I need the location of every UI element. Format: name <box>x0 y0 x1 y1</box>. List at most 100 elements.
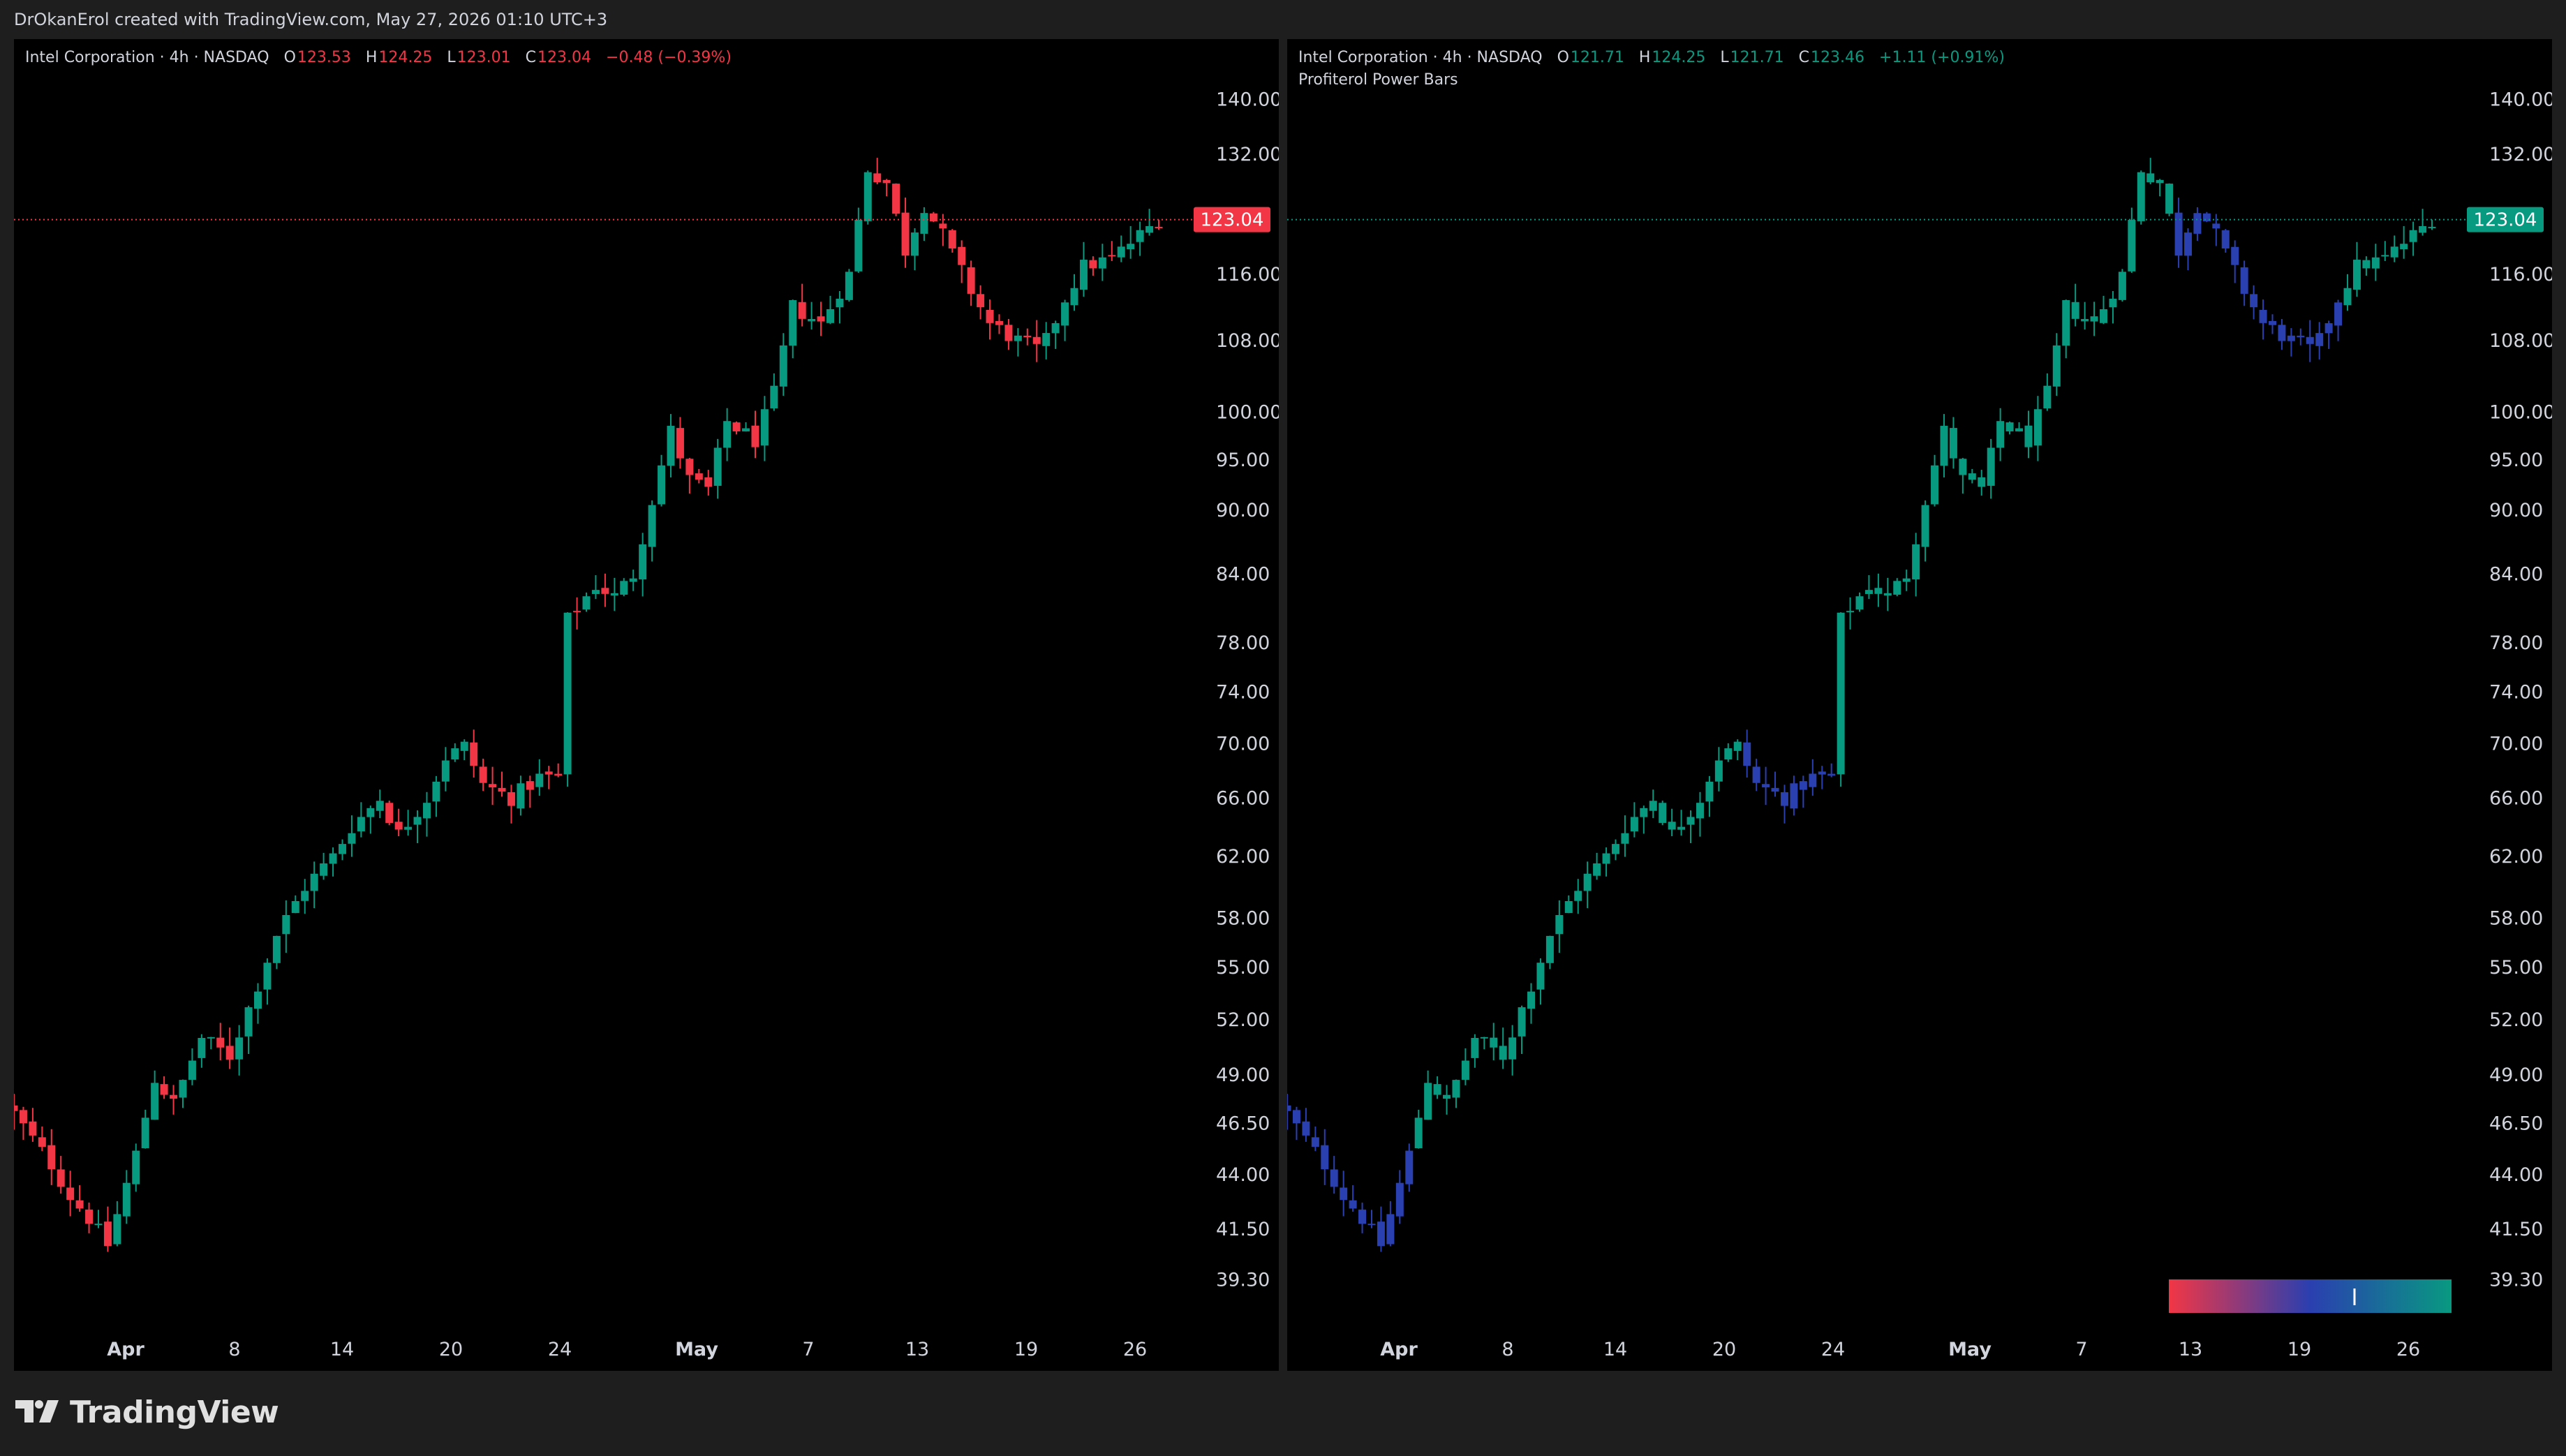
candle-body <box>198 1038 206 1058</box>
candle-body <box>648 505 656 547</box>
y-axis-tick: 90.00 <box>2489 500 2543 521</box>
y-axis-tick: 95.00 <box>2489 450 2543 471</box>
candle-body <box>282 914 290 935</box>
candle-body <box>320 863 328 876</box>
candle-body <box>94 1224 103 1226</box>
candle-body <box>1527 991 1536 1009</box>
candle-body <box>1949 428 1957 459</box>
candle-body <box>2156 179 2164 184</box>
chart-panel-left[interactable]: 123.04 140.00 132.00 116.00 108.00 100.00 95.0… <box>14 39 1279 1371</box>
candle-body <box>1311 1137 1319 1147</box>
candle-body <box>432 781 440 802</box>
candle-body <box>1051 322 1060 334</box>
candle-body <box>254 991 262 1009</box>
candle-body <box>2221 230 2230 248</box>
candle-body <box>329 853 337 864</box>
candle-body <box>507 792 515 806</box>
candle-body <box>901 212 910 256</box>
x-axis-tick: 24 <box>548 1339 572 1360</box>
candle-body <box>151 1083 159 1120</box>
change-value: −0.48 (−0.39%) <box>606 49 732 66</box>
y-axis-tick: 84.00 <box>1216 564 1270 586</box>
candle-body <box>244 1007 253 1037</box>
low-key: L <box>1720 49 1729 66</box>
candle-body <box>272 935 281 963</box>
x-axis-tick: 19 <box>2287 1339 2311 1360</box>
candle-body <box>170 1094 178 1099</box>
candle-body <box>451 748 459 760</box>
candle-body <box>47 1145 56 1170</box>
x-axis-tick: 8 <box>228 1339 240 1360</box>
candle-body <box>779 345 787 387</box>
candle-body <box>667 426 675 466</box>
chart-panel-right[interactable]: 123.04 140.00 132.00 116.00 108.00 100.00 95.0… <box>1287 39 2552 1371</box>
x-axis-tick: 24 <box>1821 1339 1845 1360</box>
candle-body <box>1555 914 1564 935</box>
candle-body <box>1893 581 1901 595</box>
candlestick-plot-left[interactable]: 123.04 140.00 132.00 116.00 108.00 100.00 95.0… <box>14 39 1279 1371</box>
candle-body <box>1921 505 1929 547</box>
candle-body <box>441 760 450 782</box>
candle-body <box>582 596 591 610</box>
power-bars-plot-right[interactable]: 123.04 140.00 132.00 116.00 108.00 100.00 95.0… <box>1287 39 2552 1371</box>
candle-body <box>1377 1221 1385 1247</box>
candle-body <box>517 783 525 809</box>
last-price-label: 123.04 <box>2474 210 2537 231</box>
candle-body <box>1978 477 1986 487</box>
y-axis-tick: 52.00 <box>2489 1009 2543 1031</box>
y-axis-tick: 62.00 <box>2489 846 2543 868</box>
candle-body <box>2371 257 2380 269</box>
y-axis-tick: 108.00 <box>2489 330 2552 352</box>
candle-body <box>1621 833 1629 844</box>
x-axis-tick: Apr <box>107 1339 144 1360</box>
candle-body <box>1640 808 1648 817</box>
candle-body <box>1518 1007 1526 1037</box>
y-axis-tick: 49.00 <box>2489 1064 2543 1086</box>
candle-body <box>1414 1117 1423 1149</box>
candle-body <box>554 773 563 776</box>
candle-body <box>2306 336 2314 344</box>
candle-body <box>798 302 806 319</box>
open-key: O <box>283 49 296 66</box>
candle-body <box>639 544 647 580</box>
candle-body <box>704 477 713 487</box>
y-axis-tick: 100.00 <box>1216 402 1279 424</box>
candle-body <box>958 246 966 265</box>
candle-body <box>1490 1037 1498 1048</box>
candle-body <box>1145 225 1154 233</box>
candle-body <box>1940 426 1948 466</box>
x-axis-tick: 7 <box>802 1339 814 1360</box>
candle-body <box>1127 244 1135 250</box>
candle-body <box>2081 319 2089 322</box>
candle-body <box>1593 863 1601 876</box>
close-value: 123.04 <box>537 49 592 66</box>
y-axis-tick: 78.00 <box>1216 632 1270 654</box>
candle-body <box>1574 891 1582 901</box>
candle-body <box>2071 302 2079 319</box>
candle-body <box>1837 612 1845 775</box>
candle-body <box>113 1214 121 1245</box>
candle-body <box>658 465 666 505</box>
candle-body <box>1780 792 1788 806</box>
symbol-label: Intel Corporation · 4h · NASDAQ <box>1298 49 1543 66</box>
candle-body <box>929 213 937 222</box>
candle-body <box>301 891 309 901</box>
candle-body <box>1117 246 1125 258</box>
candle-body <box>2183 232 2192 256</box>
y-axis-tick: 41.50 <box>1216 1219 1270 1240</box>
candle-body <box>338 844 346 854</box>
candle-body <box>1061 302 1069 326</box>
x-axis-tick: 13 <box>2179 1339 2202 1360</box>
candle-body <box>713 447 722 486</box>
candle-body <box>2109 298 2117 308</box>
y-axis-tick: 108.00 <box>1216 330 1279 352</box>
candle-body <box>2334 302 2343 326</box>
close-key: C <box>1798 49 1810 66</box>
y-axis-tick: 52.00 <box>1216 1009 1270 1031</box>
candle-body <box>1136 230 1144 242</box>
candle-body <box>235 1037 244 1060</box>
candle-body <box>1996 421 2005 448</box>
candle-body <box>2052 345 2061 387</box>
candle-body <box>1023 335 1032 338</box>
candle-body <box>66 1187 75 1201</box>
